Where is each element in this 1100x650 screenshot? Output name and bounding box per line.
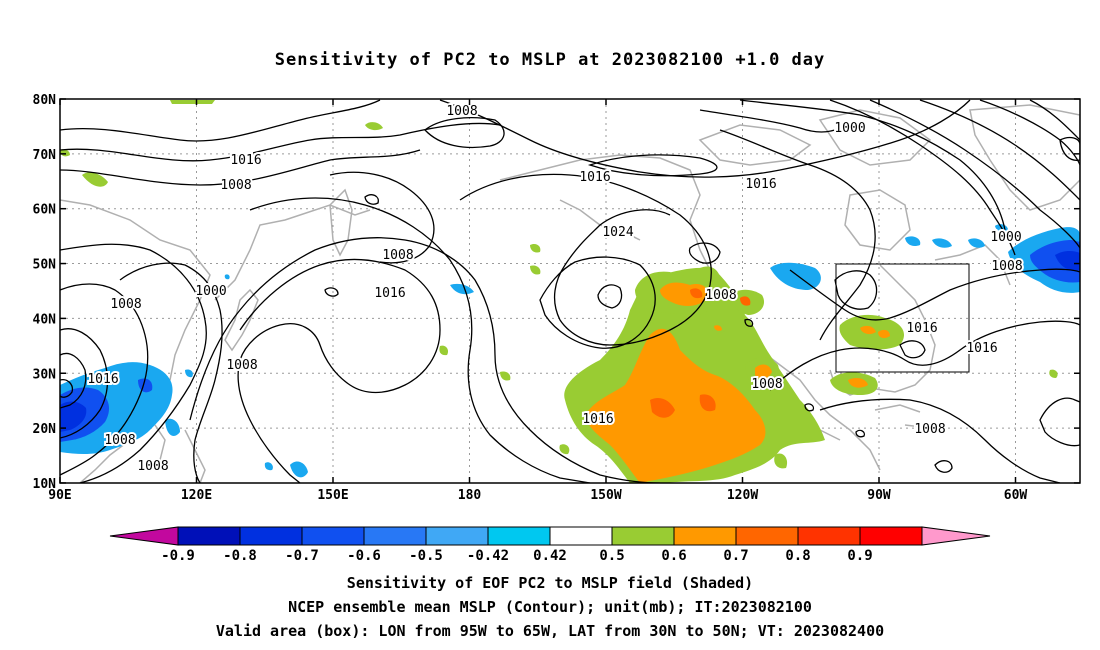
contour-label: 1008	[382, 248, 413, 263]
colorbar-label: -0.8	[223, 548, 257, 564]
contour-label: 1000	[195, 284, 226, 299]
contour-label: 1008	[914, 422, 945, 437]
contour-label: 1008	[220, 178, 251, 193]
caption-contour: NCEP ensemble mean MSLP (Contour); unit(…	[288, 598, 812, 616]
lat-label: 60N	[33, 203, 57, 218]
colorbar-box	[549, 526, 613, 546]
lat-label: 20N	[33, 422, 57, 437]
contour-label: 1008	[137, 459, 168, 474]
colorbar-label: 0.8	[785, 548, 810, 564]
lon-label: 180	[458, 488, 482, 503]
caption-shading: Sensitivity of EOF PC2 to MSLP field (Sh…	[346, 574, 754, 592]
contour-label: 1000	[990, 230, 1021, 245]
colorbar-box	[859, 526, 923, 546]
colorbar-label: -0.5	[409, 548, 443, 564]
contour-labels: 1008 1016 1008 1000 1008 1008 1016 1008 …	[85, 102, 1024, 476]
contour-label: 1008	[705, 288, 736, 303]
negative-sensitivity-shading	[60, 224, 1080, 478]
colorbar-label: 0.6	[661, 548, 686, 564]
contour-label: 1008	[226, 358, 257, 373]
lon-label: 90E	[48, 488, 71, 503]
colorbar-label: -0.9	[161, 548, 195, 564]
colorbar-label: -0.42	[467, 548, 509, 564]
colorbar-min-triangle	[109, 526, 179, 546]
lat-label: 50N	[33, 258, 57, 273]
contour-label: 1016	[745, 177, 776, 192]
colorbar-box	[363, 526, 427, 546]
colorbar-box	[239, 526, 303, 546]
colorbar-label: 0.9	[847, 548, 872, 564]
colorbar-box	[487, 526, 551, 546]
map-title: Sensitivity of PC2 to MSLP at 2023082100…	[274, 50, 826, 70]
contour-label: 1008	[446, 104, 477, 119]
colorbar-label: 0.42	[533, 548, 567, 564]
colorbar-label: -0.6	[347, 548, 381, 564]
lon-label: 90W	[867, 488, 891, 503]
plot-area: 1008 1016 1008 1000 1008 1008 1016 1008 …	[60, 99, 1080, 483]
colorbar-box	[673, 526, 737, 546]
contour-label: 1016	[906, 321, 937, 336]
caption-valid-area: Valid area (box): LON from 95W to 65W, L…	[215, 622, 885, 640]
contour-label: 1016	[87, 372, 118, 387]
contour-label: 1008	[104, 433, 135, 448]
colorbar-max-triangle	[921, 526, 991, 546]
colorbar-label: -0.7	[285, 548, 319, 564]
colorbar-label: 0.5	[599, 548, 624, 564]
lon-label: 60W	[1004, 488, 1028, 503]
contour-label: 1008	[751, 377, 782, 392]
contour-label: 1016	[966, 341, 997, 356]
contour-label: 1016	[374, 286, 405, 301]
colorbar-box	[301, 526, 365, 546]
colorbar-label: 0.7	[723, 548, 748, 564]
contour-label: 1024	[602, 225, 633, 240]
colorbar-box	[611, 526, 675, 546]
lon-label: 150W	[590, 488, 621, 503]
lon-label: 120W	[727, 488, 758, 503]
colorbar: -0.9 -0.8 -0.7 -0.6 -0.5 -0.42 0.42 0.5 0.6 0.7 0.…	[109, 526, 991, 564]
contour-label: 1016	[582, 412, 613, 427]
plot-border	[59, 98, 1081, 484]
lat-label: 70N	[33, 148, 57, 163]
lat-label: 30N	[33, 367, 57, 382]
mslp-contours	[60, 99, 1080, 483]
colorbar-box	[425, 526, 489, 546]
contour-label: 1008	[991, 259, 1022, 274]
lat-label: 10N	[33, 477, 57, 492]
colorbar-box	[735, 526, 799, 546]
graticule	[60, 99, 1080, 483]
colorbar-box	[177, 526, 241, 546]
lat-label: 80N	[33, 93, 57, 108]
lat-label: 40N	[33, 312, 57, 327]
positive-sensitivity-shading	[60, 100, 1058, 483]
lon-label: 120E	[181, 488, 212, 503]
contour-label: 1000	[834, 121, 865, 136]
valid-area-box	[835, 263, 970, 373]
contour-label: 1016	[579, 170, 610, 185]
contour-label: 1016	[230, 153, 261, 168]
lon-label: 150E	[317, 488, 348, 503]
colorbar-box	[797, 526, 861, 546]
contour-label: 1008	[110, 297, 141, 312]
